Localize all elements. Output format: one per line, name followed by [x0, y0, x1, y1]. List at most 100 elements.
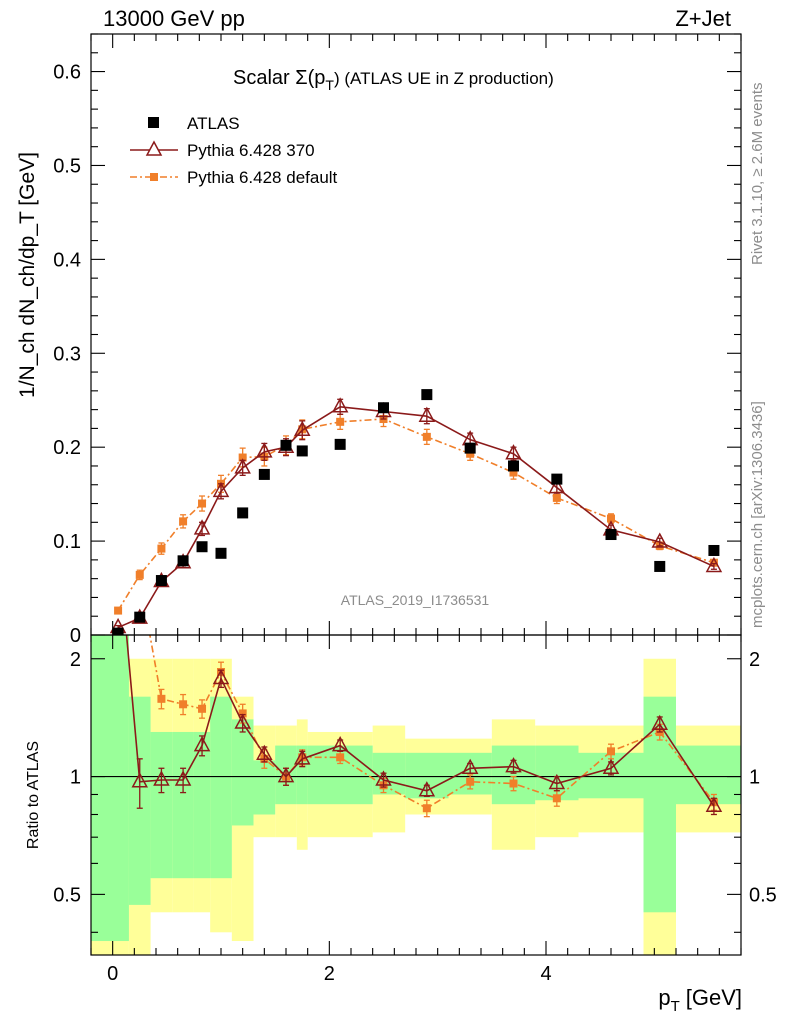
ratio-pythia370-point	[293, 749, 311, 765]
ratio-band-green	[172, 731, 194, 879]
ratio-pythia370-point	[234, 713, 251, 729]
atlas-data-point	[258, 468, 270, 480]
legend-pythia-default-label: Pythia 6.428 default	[187, 168, 338, 187]
ratio-band-green	[491, 745, 536, 805]
ratio-uncertainty-bands	[91, 635, 741, 955]
ratio-band-green	[210, 696, 232, 879]
ratio-pythia370-point	[174, 770, 192, 786]
legend-atlas-label: ATLAS	[187, 114, 240, 133]
legend-pythia-default-marker	[150, 173, 158, 181]
rivet-label: Rivet 3.1.10, ≥ 2.6M events	[749, 83, 766, 266]
ratio-pythia370-point	[277, 766, 295, 783]
atlas-data-point	[237, 507, 249, 519]
main-y-tick-label: 0.4	[53, 249, 81, 271]
ratio-pythia370-point	[651, 714, 669, 731]
ratio-pythia-default-point	[336, 753, 345, 762]
main-panel-series	[109, 389, 723, 635]
x-tick-label: 2	[324, 963, 335, 985]
atlas-data-point	[280, 439, 292, 451]
ratio-y-axis-label: Ratio to ATLAS	[25, 741, 42, 849]
pythia-default-point	[336, 417, 345, 426]
ratio-pythia-default-point	[179, 700, 188, 709]
ratio-pythia370-point	[418, 781, 436, 797]
atlas-data-point	[708, 544, 720, 556]
ratio-pythia-default-point	[422, 804, 431, 813]
pythia370-point	[705, 556, 723, 573]
atlas-data-point	[378, 402, 389, 414]
atlas-data-point	[654, 560, 666, 572]
ratio-band-green	[296, 745, 308, 805]
pythia370-point	[234, 458, 251, 474]
ratio-pythia-default-point	[198, 704, 207, 713]
atlas-data-point	[112, 627, 124, 635]
ratio-band-green	[91, 635, 129, 942]
pythia-default-line	[117, 418, 715, 611]
main-y-axis-label: 1/N_ch dN_ch/dp_T [GeV]	[16, 152, 39, 398]
ratio-panel-series	[111, 533, 723, 818]
main-y-tick-label: 0.1	[53, 531, 81, 553]
pythia370-point	[193, 519, 211, 535]
pythia-default-point	[509, 468, 518, 477]
ratio-band-green	[193, 731, 211, 879]
header-right: Z+Jet	[675, 6, 731, 31]
axis-ticks	[90, 33, 742, 955]
atlas-data-point	[334, 438, 346, 450]
atlas-data-point	[196, 541, 208, 553]
atlas-data-point	[296, 445, 308, 457]
atlas-data-point	[464, 442, 476, 454]
pythia370-point	[331, 397, 349, 413]
pythia370-point	[505, 444, 522, 460]
ratio-pythia370-point	[505, 757, 522, 773]
pythia-default-point	[179, 517, 188, 526]
ratio-y-tick-label: 0.5	[53, 884, 81, 906]
main-y-tick-label: 0.5	[53, 155, 81, 177]
ratio-pythia-default-point	[466, 777, 475, 786]
atlas-data-point	[177, 555, 189, 567]
ratio-y-tick-label-right: 1	[749, 767, 760, 789]
atlas-data-point	[215, 547, 227, 559]
ratio-pythia370-point	[111, 533, 125, 546]
legend-atlas-marker	[148, 117, 159, 128]
pythia370-point	[418, 406, 436, 422]
ratio-pythia370-point	[331, 735, 349, 752]
ratio-band-green	[150, 731, 173, 879]
pythia370-point	[651, 532, 669, 548]
legend: ATLAS Pythia 6.428 370 Pythia 6.428 defa…	[130, 114, 338, 187]
ratio-y-tick-label: 2	[70, 649, 81, 671]
main-y-tick-label: 0.6	[53, 62, 81, 84]
axis-tick-labels: 0 2 400.10.20.30.40.50.60.5 0.51 12 2	[53, 62, 777, 985]
pythia370-point	[548, 477, 566, 494]
ratio-y-tick-label-right: 2	[749, 649, 760, 671]
x-axis-label: pT [GeV]	[658, 985, 742, 1015]
mcplots-label: mcplots.cern.ch [arXiv:1306.3436]	[749, 401, 766, 628]
pythia-default-point	[466, 449, 475, 458]
pythia-default-point	[422, 432, 431, 441]
main-y-tick-label: 0.2	[53, 437, 81, 459]
pythia-default-point	[198, 499, 207, 508]
legend-pythia370-label: Pythia 6.428 370	[187, 141, 315, 160]
x-tick-label: 0	[107, 963, 118, 985]
atlas-data-point	[155, 575, 167, 587]
ratio-y-tick-label-right: 0.5	[749, 884, 777, 906]
analysis-watermark: ATLAS_2019_I1736531	[341, 592, 490, 608]
atlas-data-point	[508, 460, 519, 472]
pythia-default-point	[552, 493, 561, 502]
atlas-data-point	[134, 611, 146, 623]
ratio-pythia370-point	[212, 668, 230, 685]
ratio-band-green	[372, 752, 406, 795]
main-y-tick-label: 0	[70, 625, 81, 647]
pythia-default-point	[157, 544, 166, 553]
ratio-pythia370-point	[256, 744, 273, 761]
ratio-pythia370-point	[548, 773, 566, 790]
ratio-pythia-default-point	[509, 779, 518, 788]
ratio-band-green	[231, 719, 254, 826]
atlas-data-point	[421, 389, 433, 401]
pythia-default-point	[135, 570, 144, 579]
pythia-default-point	[709, 558, 718, 567]
pythia370-point	[293, 420, 311, 437]
ratio-pythia370-point	[705, 796, 723, 812]
ratio-pythia-default-point	[552, 794, 561, 803]
pythia-default-point	[607, 514, 615, 523]
main-y-tick-label: 0.3	[53, 343, 81, 365]
